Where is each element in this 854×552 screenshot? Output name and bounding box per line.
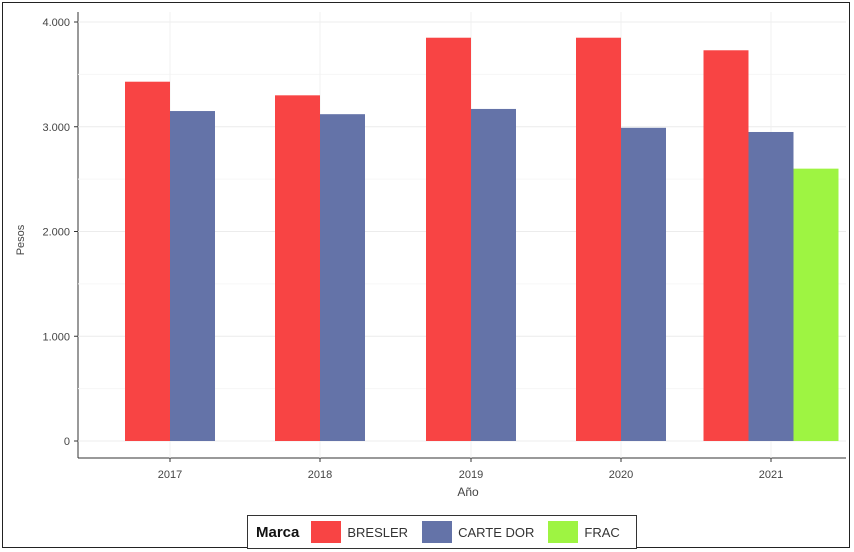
x-tick-label: 2020: [609, 469, 633, 481]
legend-swatch-carte-dor: [422, 521, 452, 543]
y-tick-label: 0: [64, 436, 70, 448]
bar-bresler-2021: [704, 50, 749, 441]
legend-swatch-frac: [548, 521, 578, 543]
x-tick-label: 2018: [308, 469, 332, 481]
bar-carte-dor-2021: [749, 132, 794, 441]
legend-item-carte-dor: CARTE DOR: [422, 521, 534, 543]
x-axis-title: Año: [457, 485, 479, 499]
legend-title: Marca: [256, 524, 299, 541]
legend-item-bresler: BRESLER: [311, 521, 408, 543]
legend-label-frac: FRAC: [584, 525, 619, 540]
x-tick-label: 2017: [158, 469, 182, 481]
y-tick-label: 4.000: [42, 17, 70, 29]
bar-carte-dor-2017: [170, 111, 215, 441]
bar-bresler-2020: [576, 38, 621, 441]
x-tick-label: 2019: [459, 469, 483, 481]
bar-carte-dor-2020: [621, 128, 666, 441]
x-tick-label: 2021: [759, 469, 783, 481]
legend-label-carte-dor: CARTE DOR: [458, 525, 534, 540]
legend-swatch-bresler: [311, 521, 341, 543]
y-tick-label: 3.000: [42, 122, 70, 134]
bar-bresler-2017: [125, 82, 170, 441]
legend-item-frac: FRAC: [548, 521, 619, 543]
legend-label-bresler: BRESLER: [347, 525, 408, 540]
y-axis-title: Pesos: [15, 224, 27, 255]
y-tick-label: 1.000: [42, 331, 70, 343]
bar-bresler-2019: [426, 38, 471, 441]
bar-frac-2021: [794, 169, 839, 441]
bar-bresler-2018: [275, 95, 320, 441]
legend: Marca BRESLER CARTE DOR FRAC: [247, 515, 637, 549]
bar-carte-dor-2019: [471, 109, 516, 441]
bar-carte-dor-2018: [320, 114, 365, 441]
y-tick-label: 2.000: [42, 227, 70, 239]
